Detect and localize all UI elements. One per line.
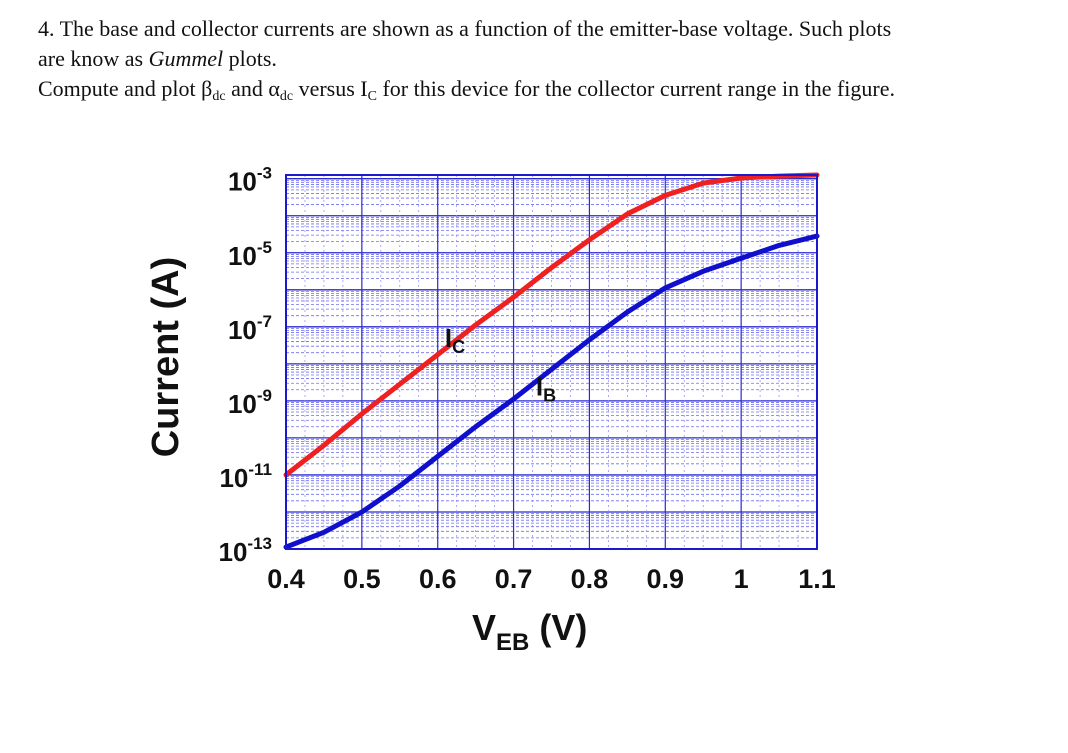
series-label-ib: IB bbox=[536, 371, 556, 405]
series-line-ic bbox=[283, 172, 820, 478]
problem-line-1: 4. The base and collector currents are s… bbox=[38, 16, 892, 41]
y-tick-label: 10-5 bbox=[228, 238, 272, 271]
x-tick-label: 0.9 bbox=[647, 564, 685, 594]
series-layer bbox=[283, 172, 820, 550]
y-tick-label: 10-13 bbox=[219, 534, 273, 567]
x-tick-label: 1.1 bbox=[798, 564, 836, 594]
x-tick-label: 0.6 bbox=[419, 564, 457, 594]
y-tick-label: 10-9 bbox=[228, 386, 272, 419]
x-tick-label: 0.4 bbox=[267, 564, 305, 594]
y-tick-labels: 10-3 10-5 10-7 10-9 10-11 10-13 bbox=[219, 164, 273, 567]
y-tick-label: 10-7 bbox=[228, 312, 272, 345]
x-tick-labels: 0.4 0.5 0.6 0.7 0.8 0.9 1 1.1 bbox=[267, 564, 836, 594]
plot-frame bbox=[285, 174, 818, 550]
problem-text: 4. The base and collector currents are s… bbox=[38, 14, 1048, 112]
x-tick-label: 1 bbox=[734, 564, 749, 594]
grid bbox=[285, 175, 818, 550]
problem-line-2: are know as Gummel plots. bbox=[38, 46, 277, 71]
x-axis-label: VEB (V) bbox=[472, 607, 587, 656]
problem-line-3: Compute and plot βdc and αdc versus IC f… bbox=[38, 76, 895, 104]
x-tick-label: 0.5 bbox=[343, 564, 381, 594]
y-axis-label: Current (A) bbox=[145, 257, 187, 458]
x-tick-label: 0.7 bbox=[495, 564, 533, 594]
x-tick-label: 0.8 bbox=[571, 564, 609, 594]
series-label-ic: IC bbox=[445, 323, 465, 357]
series-line-ib bbox=[283, 233, 820, 550]
y-tick-label: 10-3 bbox=[228, 164, 272, 197]
y-tick-label: 10-11 bbox=[219, 460, 272, 493]
series-labels: IC IB bbox=[445, 323, 556, 405]
